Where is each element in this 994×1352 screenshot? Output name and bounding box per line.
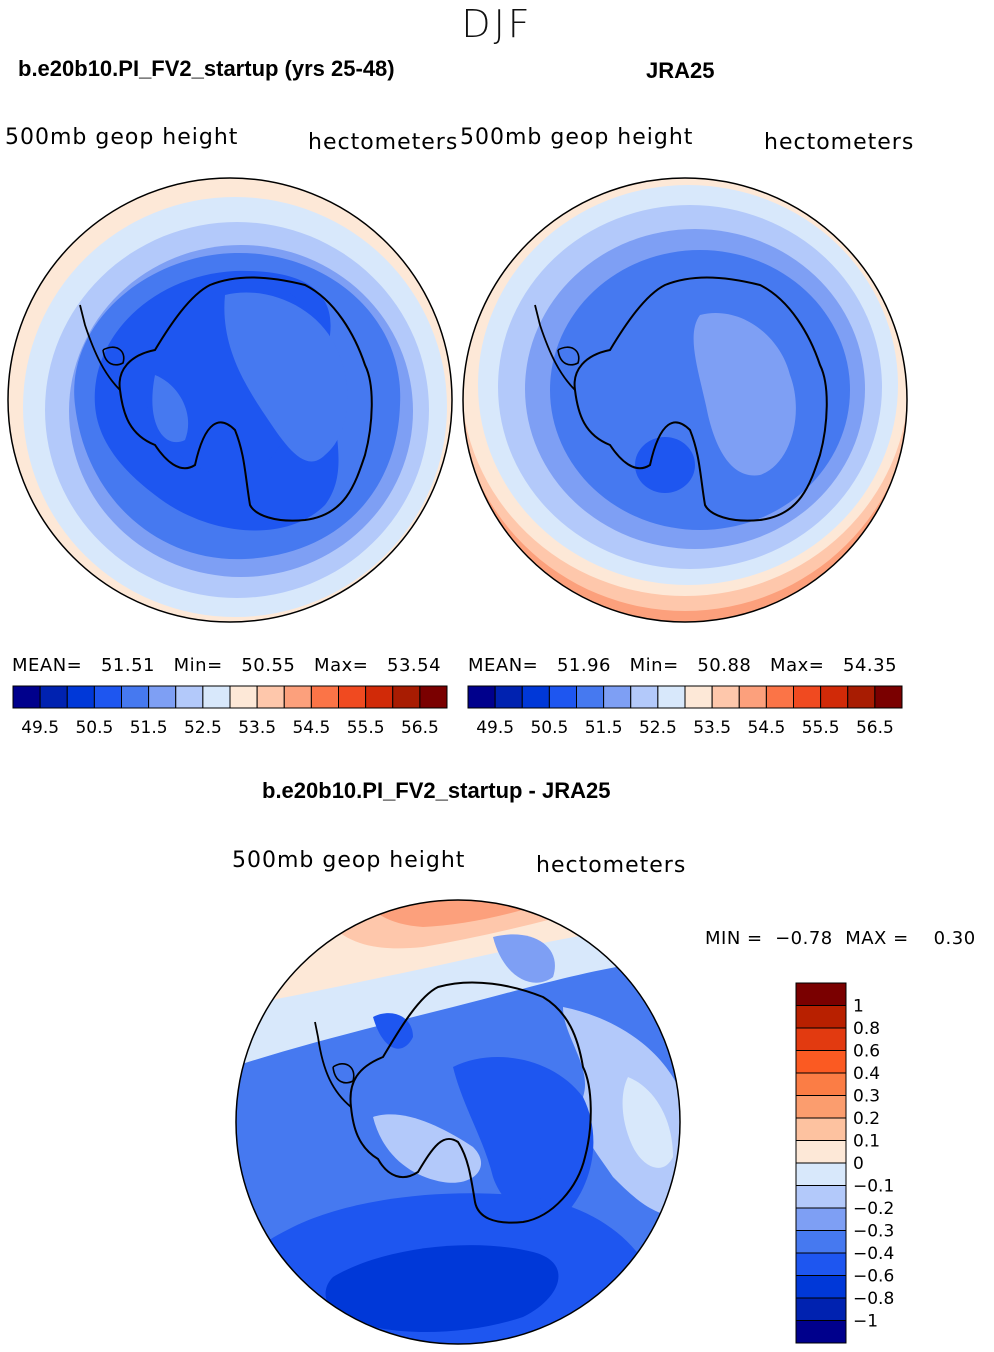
difference-units-label: hectometers: [536, 853, 687, 878]
model-units-label: hectometers: [308, 130, 459, 155]
obs-colorbar-swatch: [576, 685, 605, 709]
difference-colorbar-level-label: −0.8: [853, 1289, 894, 1309]
obs-polar-map: [462, 177, 908, 623]
difference-colorbar-level-label: 0.6: [853, 1042, 880, 1062]
obs-colorbar-swatch: [684, 685, 713, 709]
difference-colorbar-swatch: [795, 1162, 847, 1186]
obs-colorbar-swatch: [847, 685, 876, 709]
model-colorbar-swatch: [365, 685, 394, 709]
model-colorbar-tick-label: 52.5: [184, 718, 222, 738]
model-colorbar-tick-label: 54.5: [292, 718, 330, 738]
difference-colorbar-swatch: [795, 1072, 847, 1096]
difference-colorbar-swatch: [795, 1117, 847, 1141]
obs-stats: MEAN= 51.96 Min= 50.88 Max= 54.35: [468, 655, 898, 676]
obs-colorbar-swatch: [711, 685, 740, 709]
difference-colorbar-swatch: [795, 1185, 847, 1209]
obs-colorbar-swatch: [603, 685, 632, 709]
model-colorbar-tick-label: 51.5: [130, 718, 168, 738]
model-colorbar-tick-label: 55.5: [347, 718, 385, 738]
obs-colorbar-swatch: [630, 685, 659, 709]
difference-colorbar-swatch: [795, 1297, 847, 1321]
obs-colorbar-swatch: [765, 685, 794, 709]
model-colorbar-swatch: [121, 685, 150, 709]
difference-title: b.e20b10.PI_FV2_startup - JRA25: [262, 778, 611, 803]
model-colorbar-swatch: [148, 685, 177, 709]
model-stats: MEAN= 51.51 Min= 50.55 Max= 53.54: [12, 655, 442, 676]
model-colorbar-swatch: [39, 685, 68, 709]
obs-colorbar-swatch: [521, 685, 550, 709]
obs-colorbar-swatch: [820, 685, 849, 709]
difference-colorbar-level-label: −1: [853, 1312, 878, 1332]
obs-colorbar-tick-label: 55.5: [802, 718, 840, 738]
difference-colorbar-level-label: 0.4: [853, 1064, 880, 1084]
difference-polar-map: [235, 899, 681, 1345]
model-colorbar-tick-label: 56.5: [401, 718, 439, 738]
obs-colorbar-swatch: [874, 685, 903, 709]
model-colorbar-swatch: [392, 685, 421, 709]
difference-colorbar-swatch: [795, 1095, 847, 1119]
difference-colorbar-swatch: [795, 1140, 847, 1164]
difference-colorbar-level-label: 0.8: [853, 1019, 880, 1039]
obs-colorbar-swatch: [657, 685, 686, 709]
obs-colorbar-tick-label: 51.5: [585, 718, 623, 738]
model-colorbar-tick-label: 53.5: [238, 718, 276, 738]
difference-colorbar-swatch: [795, 1050, 847, 1074]
obs-colorbar-tick-label: 53.5: [693, 718, 731, 738]
model-colorbar: 49.5 50.5 51.5 52.5 53.5 54.5 55.5 56.5: [12, 685, 448, 738]
model-colorbar-swatch: [202, 685, 231, 709]
model-colorbar-swatch: [283, 685, 312, 709]
obs-colorbar-tick-label: 49.5: [476, 718, 514, 738]
obs-colorbar: 49.5 50.5 51.5 52.5 53.5 54.5 55.5 56.5: [467, 685, 903, 738]
model-colorbar-swatch: [12, 685, 41, 709]
model-colorbar-swatch: [66, 685, 95, 709]
difference-colorbar-swatch: [795, 1275, 847, 1299]
obs-colorbar-tick-label: 52.5: [639, 718, 677, 738]
obs-colorbar-tick-label: 56.5: [856, 718, 894, 738]
difference-colorbar-swatch: [795, 982, 847, 1006]
difference-colorbar-level-label: 0.2: [853, 1109, 880, 1129]
difference-colorbar-swatch: [795, 1230, 847, 1254]
obs-colorbar-tick-label: 50.5: [530, 718, 568, 738]
difference-variable-label: 500mb geop height: [232, 848, 466, 873]
obs-colorbar-tick-label: 54.5: [747, 718, 785, 738]
model-colorbar-tick-label: 50.5: [75, 718, 113, 738]
season-title: DJF: [461, 2, 533, 46]
model-colorbar-swatch: [93, 685, 122, 709]
difference-colorbar-level-label: 0.1: [853, 1132, 880, 1152]
obs-units-label: hectometers: [764, 130, 915, 155]
model-variable-label: 500mb geop height: [5, 125, 239, 150]
obs-colorbar-swatch: [738, 685, 767, 709]
difference-colorbar-level-label: −0.1: [853, 1177, 894, 1197]
model-colorbar-tick-label: 49.5: [21, 718, 59, 738]
obs-colorbar-swatch: [793, 685, 822, 709]
difference-colorbar-swatch: [795, 1005, 847, 1029]
difference-colorbar-level-label: 0.3: [853, 1087, 880, 1107]
difference-colorbar-level-label: −0.6: [853, 1267, 894, 1287]
difference-minmax: MIN = −0.78 MAX = 0.30: [705, 928, 976, 949]
difference-colorbar: 10.8 0.60.4 0.30.2 0.10 −0.1−0.2 −0.3−0.4 −0.6…: [795, 982, 894, 1344]
obs-panel-title: JRA25: [646, 58, 715, 83]
difference-colorbar-level-label: −0.3: [853, 1222, 894, 1242]
model-colorbar-swatch: [310, 685, 339, 709]
model-colorbar-swatch: [175, 685, 204, 709]
difference-colorbar-level-label: −0.4: [853, 1244, 894, 1264]
difference-colorbar-swatch: [795, 1320, 847, 1344]
model-polar-map: [7, 177, 453, 623]
model-colorbar-swatch: [256, 685, 285, 709]
model-colorbar-swatch: [419, 685, 448, 709]
difference-colorbar-level-label: 1: [853, 997, 864, 1017]
model-colorbar-swatch: [338, 685, 367, 709]
difference-colorbar-swatch: [795, 1207, 847, 1231]
obs-variable-label: 500mb geop height: [460, 125, 694, 150]
model-colorbar-swatch: [229, 685, 258, 709]
obs-colorbar-swatch: [548, 685, 577, 709]
difference-colorbar-swatch: [795, 1252, 847, 1276]
model-panel-title: b.e20b10.PI_FV2_startup (yrs 25-48): [18, 56, 395, 81]
difference-colorbar-level-label: 0: [853, 1154, 864, 1174]
obs-colorbar-swatch: [494, 685, 523, 709]
obs-colorbar-swatch: [467, 685, 496, 709]
difference-colorbar-swatch: [795, 1027, 847, 1051]
difference-colorbar-level-label: −0.2: [853, 1199, 894, 1219]
